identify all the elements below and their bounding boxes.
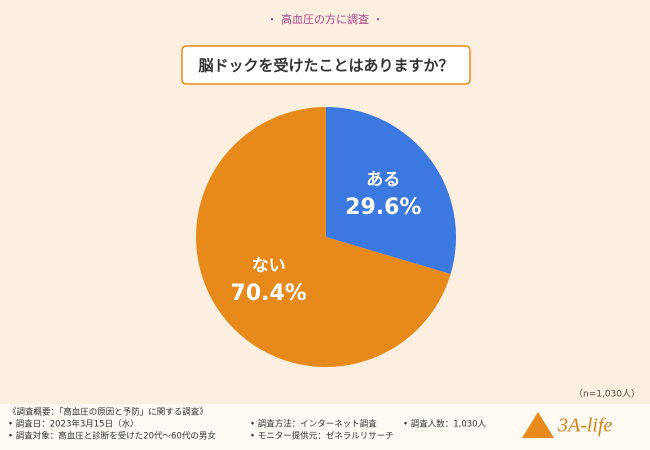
pie-slice: [196, 107, 451, 367]
pie-slice: [326, 107, 457, 275]
slice-label: ある: [366, 170, 400, 190]
footer-note: • 調査対象：高血圧と診断を受けた20代～60代の男女: [8, 431, 216, 442]
value-label: 70.4%: [231, 281, 307, 306]
footer-note: • モニター提供元：ゼネラルリサーチ: [250, 431, 394, 442]
footer-note: • 調査人数：1,030人: [403, 419, 487, 430]
footer-note: • 調査方法：インターネット調査: [250, 419, 377, 430]
logo: 3A-life: [557, 415, 613, 437]
sample-note: （n=1,030人）: [574, 389, 640, 400]
footer-note: • 調査日：2023年3月15日（水）: [8, 419, 139, 430]
chart-title: 脳ドックを受けたことはありますか？: [198, 57, 453, 75]
title-box: [181, 45, 471, 85]
subtitle: ・ 高血圧の方に調査 ・: [267, 12, 384, 26]
logo-mark: [522, 412, 554, 438]
value-label: 29.6%: [345, 195, 421, 220]
footer-title: 《調査概要：「高血圧の原因と予防」に関する調査》: [8, 407, 208, 418]
slice-label: ない: [252, 256, 286, 276]
